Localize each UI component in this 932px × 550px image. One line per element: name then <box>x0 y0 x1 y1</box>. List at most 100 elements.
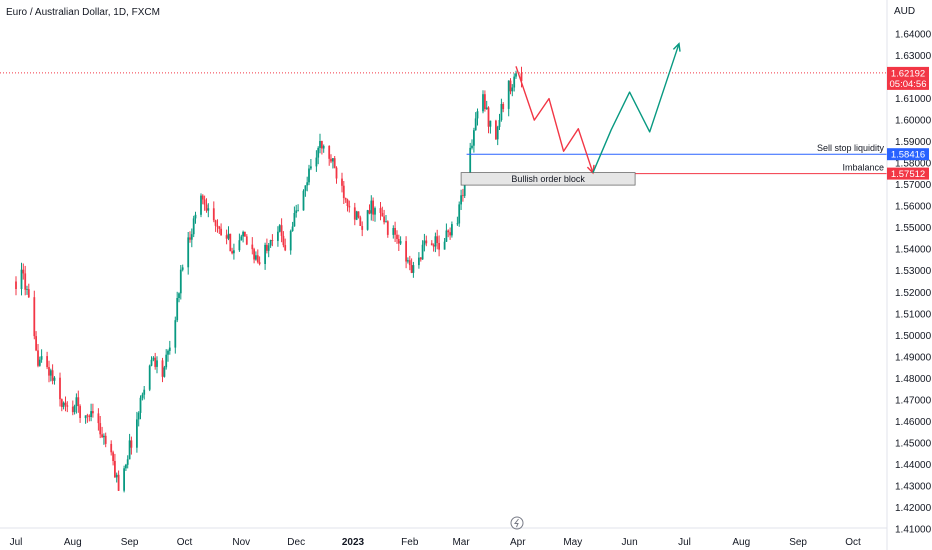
candle-body <box>496 126 499 140</box>
price-currency: AUD <box>894 6 915 17</box>
price-tick-label: 1.49000 <box>895 352 932 363</box>
time-tick-label: Oct <box>845 537 861 548</box>
candle-body <box>332 158 334 162</box>
candle-body <box>269 240 272 246</box>
candle-body <box>293 213 296 227</box>
candle-body <box>181 267 184 270</box>
time-tick-label: Nov <box>232 537 250 548</box>
price-axis[interactable]: 1.64000 1.63000 1.61000 1.60000 1.59000 1.580… <box>887 30 932 536</box>
candle-body <box>148 365 151 390</box>
candle-body <box>434 236 437 247</box>
candle-body <box>46 356 48 368</box>
candle-body <box>484 94 486 110</box>
time-tick-label: Jul <box>10 537 23 548</box>
candle-body <box>310 166 312 169</box>
candle-body <box>513 76 516 88</box>
time-tick-label: Jun <box>622 537 638 548</box>
candle-body <box>201 195 204 200</box>
candle-body <box>344 198 347 200</box>
candle-body <box>397 239 400 244</box>
candle-body <box>359 217 362 226</box>
candle-body <box>374 208 376 215</box>
candle-body <box>165 354 168 368</box>
candle-body <box>328 146 331 159</box>
candle-body <box>253 249 255 260</box>
price-tick-label: 1.42000 <box>895 503 932 514</box>
time-tick-label: Sep <box>789 537 807 548</box>
candle-body <box>90 411 92 417</box>
candle-body <box>231 251 233 254</box>
candle-body <box>394 228 396 235</box>
time-tick-label: Aug <box>732 537 750 548</box>
candle-body <box>73 406 76 413</box>
time-tick-label: May <box>563 537 582 548</box>
time-axis-logo-icon[interactable] <box>510 516 524 530</box>
candle-body <box>451 224 453 236</box>
candle-body <box>84 415 87 419</box>
candle-body <box>408 260 411 266</box>
candle-body <box>392 228 395 235</box>
candle-body <box>341 178 343 186</box>
time-tick-label: Aug <box>64 537 82 548</box>
candle-body <box>418 257 420 266</box>
bullish-leg-path[interactable] <box>592 43 680 174</box>
candles <box>15 66 523 493</box>
price-tick-label: 1.61000 <box>895 94 932 105</box>
candle-body <box>92 411 94 414</box>
candle-body <box>361 226 364 230</box>
candle-body <box>77 397 80 407</box>
chart-title: Euro / Australian Dollar, 1D, FXCM <box>6 7 160 18</box>
candle-body <box>471 145 473 148</box>
candle-body <box>368 210 371 214</box>
candle-body <box>88 415 91 418</box>
candle-body <box>64 402 67 406</box>
candle-body <box>66 405 69 407</box>
price-tick-label: 1.60000 <box>895 116 932 127</box>
candle-body <box>419 257 422 260</box>
candle-body <box>458 204 461 224</box>
order-block-label: Bullish order block <box>511 174 585 184</box>
candle-body <box>86 415 89 417</box>
candle-body <box>315 157 318 167</box>
candle-body <box>152 357 155 360</box>
price-tick-label: 1.44000 <box>895 460 932 471</box>
candle-body <box>445 230 448 242</box>
candle-body <box>79 406 81 418</box>
candle-body <box>502 104 505 109</box>
candle-body <box>35 336 37 351</box>
candle-body <box>123 468 125 491</box>
price-tick-label: 1.41000 <box>895 525 932 536</box>
candle-body <box>53 377 56 381</box>
candle-body <box>156 360 158 367</box>
order-block-zone[interactable] <box>460 172 636 186</box>
candle-body <box>176 298 179 321</box>
candle-body <box>425 240 428 244</box>
candle-body <box>421 244 424 260</box>
candle-body <box>410 265 413 273</box>
candle-body <box>264 244 266 264</box>
candle-body <box>110 443 113 453</box>
candle-body <box>381 213 384 217</box>
candle-body <box>256 255 259 263</box>
candle-body <box>190 234 193 240</box>
bullish-leg-arrowhead <box>672 42 681 52</box>
price-tick-label: 1.55000 <box>895 223 932 234</box>
candle-body <box>141 394 144 398</box>
price-tick-label: 1.59000 <box>895 137 932 148</box>
level-label: Sell stop liquidity <box>817 143 885 153</box>
candle-body <box>291 226 294 231</box>
candle-body <box>509 80 512 92</box>
candle-body <box>396 234 398 239</box>
candle-body <box>319 141 321 148</box>
candle-body <box>99 423 102 435</box>
time-tick-label: Jul <box>678 537 691 548</box>
candle-body <box>438 243 440 250</box>
candle-body <box>498 120 501 127</box>
candle-body <box>255 255 257 260</box>
time-axis[interactable]: Jul Aug Sep Oct Nov Dec 2023 Feb Mar Apr May Jun Jul… <box>10 537 861 548</box>
candle-body <box>282 235 285 246</box>
candle-body <box>139 397 142 413</box>
candle-body <box>218 226 221 229</box>
bearish-leg-path[interactable] <box>515 66 594 174</box>
